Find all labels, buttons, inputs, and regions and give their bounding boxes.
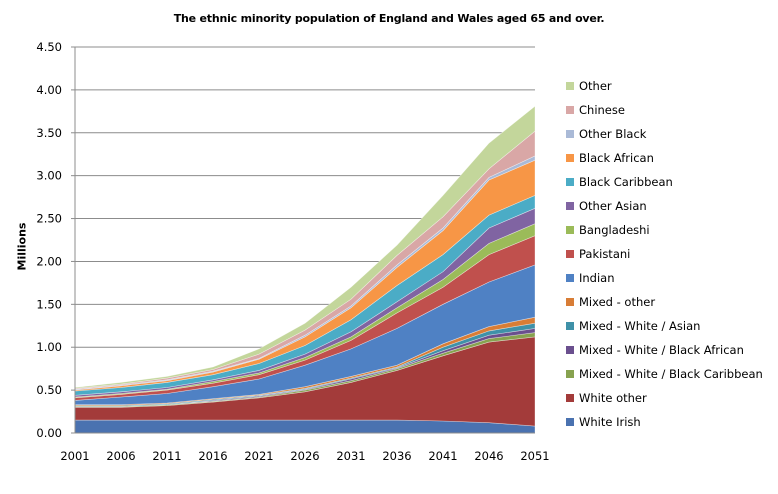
legend-swatch bbox=[566, 106, 574, 114]
legend-item: Other Black bbox=[566, 126, 646, 142]
legend-item: White Irish bbox=[566, 414, 641, 430]
legend-swatch bbox=[566, 298, 574, 306]
legend-label: Mixed - White / Black African bbox=[579, 343, 744, 357]
legend-item: Indian bbox=[566, 270, 615, 286]
legend-item: Mixed - White / Asian bbox=[566, 318, 700, 334]
legend-label: White Irish bbox=[579, 415, 641, 429]
legend-label: Black African bbox=[579, 151, 654, 165]
legend-swatch bbox=[566, 130, 574, 138]
legend-item: Mixed - other bbox=[566, 294, 655, 310]
legend-swatch bbox=[566, 226, 574, 234]
legend-item: Other bbox=[566, 78, 612, 94]
x-tick-label: 2031 bbox=[336, 449, 365, 463]
y-tick-label: 1.00 bbox=[36, 340, 62, 354]
legend-item: Black Caribbean bbox=[566, 174, 673, 190]
legend-label: Mixed - other bbox=[579, 295, 656, 309]
legend-swatch bbox=[566, 394, 574, 402]
legend-label: White other bbox=[579, 391, 647, 405]
y-tick-label: 1.50 bbox=[36, 297, 62, 311]
y-tick-label: 3.50 bbox=[36, 126, 62, 140]
x-tick-label: 2026 bbox=[290, 449, 319, 463]
legend-label: Indian bbox=[579, 271, 615, 285]
y-tick-label: 3.00 bbox=[36, 169, 62, 183]
legend-item: Mixed - White / Black African bbox=[566, 342, 744, 358]
legend-item: Other Asian bbox=[566, 198, 647, 214]
legend-item: Bangladeshi bbox=[566, 222, 650, 238]
legend-swatch bbox=[566, 154, 574, 162]
area-other bbox=[74, 105, 536, 389]
legend-swatch bbox=[566, 322, 574, 330]
y-tick-label: 4.00 bbox=[36, 83, 62, 97]
legend-item: Pakistani bbox=[566, 246, 630, 262]
x-tick-label: 2046 bbox=[474, 449, 503, 463]
y-tick-label: 2.00 bbox=[36, 254, 62, 268]
legend-label: Mixed - White / Black Caribbean bbox=[579, 367, 763, 381]
legend-label: Chinese bbox=[579, 103, 625, 117]
x-tick-label: 2001 bbox=[60, 449, 89, 463]
legend-label: Bangladeshi bbox=[579, 223, 650, 237]
legend-swatch bbox=[566, 418, 574, 426]
y-tick-label: 2.50 bbox=[36, 212, 62, 226]
x-tick-label: 2041 bbox=[428, 449, 457, 463]
legend-swatch bbox=[566, 370, 574, 378]
legend-label: Mixed - White / Asian bbox=[579, 319, 701, 333]
legend-swatch bbox=[566, 250, 574, 258]
legend-item: Black African bbox=[566, 150, 654, 166]
y-tick-label: 4.50 bbox=[36, 40, 62, 54]
x-tick-label: 2036 bbox=[382, 449, 411, 463]
legend-swatch bbox=[566, 202, 574, 210]
legend-swatch bbox=[566, 82, 574, 90]
legend-label: Pakistani bbox=[579, 247, 631, 261]
x-tick-label: 2021 bbox=[244, 449, 273, 463]
legend-item: Mixed - White / Black Caribbean bbox=[566, 366, 763, 382]
x-tick-label: 2051 bbox=[520, 449, 549, 463]
x-tick-label: 2016 bbox=[198, 449, 227, 463]
legend-label: Other bbox=[579, 79, 612, 93]
legend-label: Other Black bbox=[579, 127, 647, 141]
legend-label: Other Asian bbox=[579, 199, 647, 213]
legend-swatch bbox=[566, 178, 574, 186]
legend-label: Black Caribbean bbox=[579, 175, 673, 189]
x-tick-label: 2011 bbox=[152, 449, 181, 463]
chart-title: The ethnic minority population of Englan… bbox=[173, 12, 605, 25]
y-tick-label: 0.50 bbox=[36, 383, 62, 397]
legend-item: Chinese bbox=[566, 102, 625, 118]
legend-swatch bbox=[566, 274, 574, 282]
x-tick-label: 2006 bbox=[106, 449, 135, 463]
legend-swatch bbox=[566, 346, 574, 354]
y-tick-label: 0.00 bbox=[36, 426, 62, 440]
legend-item: White other bbox=[566, 390, 647, 406]
